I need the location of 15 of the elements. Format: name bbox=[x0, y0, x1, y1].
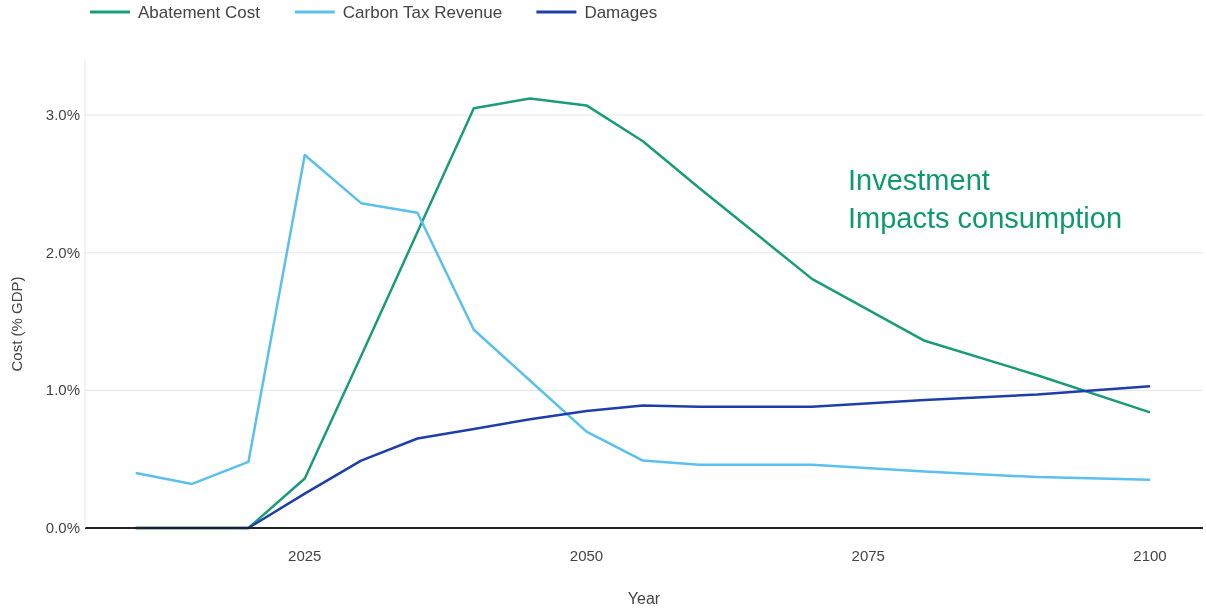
legend-label: Damages bbox=[584, 3, 658, 22]
y-tick-label: 2.0% bbox=[45, 243, 80, 261]
y-axis-title: Cost (% GDP) bbox=[8, 276, 25, 372]
x-axis-title: Year bbox=[627, 590, 661, 607]
x-tick-label: 2075 bbox=[851, 547, 885, 564]
x-tick-label: 2100 bbox=[1133, 547, 1167, 564]
y-tick-label: 1.0% bbox=[45, 381, 80, 399]
annotation: Investment Impacts consumption bbox=[848, 164, 1123, 234]
legend-label: Abatement Cost bbox=[138, 3, 261, 22]
y-tick-label: 3.0% bbox=[45, 106, 80, 124]
line-series bbox=[134, 153, 1152, 486]
x-tick-label: 2025 bbox=[288, 547, 322, 564]
legend-label: Carbon Tax Revenue bbox=[342, 3, 503, 22]
y-tick-label: 0.0% bbox=[45, 519, 80, 536]
x-tick-label: 2050 bbox=[569, 547, 604, 564]
